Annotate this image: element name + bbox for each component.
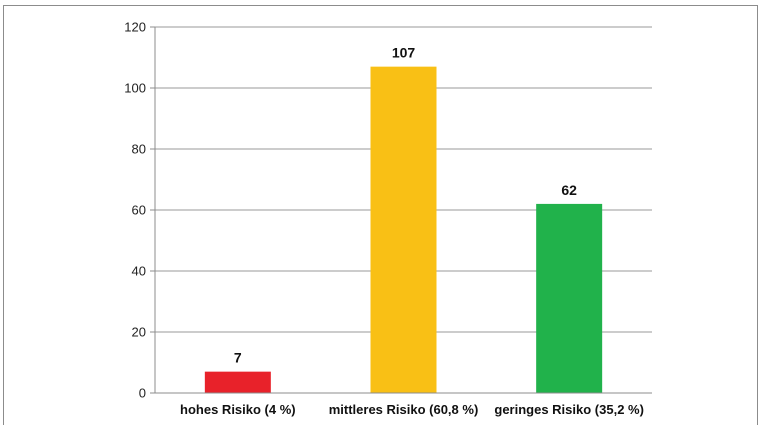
chart-frame bbox=[3, 5, 758, 425]
data-label: 7 bbox=[234, 350, 242, 366]
bar bbox=[536, 203, 603, 393]
y-tick-label: 40 bbox=[132, 264, 146, 279]
category-label: hohes Risiko (4 %) bbox=[180, 402, 296, 417]
data-label: 62 bbox=[561, 182, 577, 198]
bar bbox=[204, 371, 271, 393]
y-tick-label: 0 bbox=[139, 386, 146, 401]
y-tick-label: 20 bbox=[132, 325, 146, 340]
y-tick-label: 80 bbox=[132, 142, 146, 157]
y-tick-label: 60 bbox=[132, 203, 146, 218]
bars bbox=[204, 66, 603, 394]
category-label: geringes Risiko (35,2 %) bbox=[494, 402, 644, 417]
bar bbox=[370, 66, 437, 394]
y-axis-ticks: 0 20 40 60 80 100 120 bbox=[124, 20, 155, 401]
category-labels: hohes Risiko (4 %) mittleres Risiko (60,8… bbox=[180, 402, 644, 417]
category-label: mittleres Risiko (60,8 %) bbox=[329, 402, 479, 417]
data-labels: 7 107 62 bbox=[234, 45, 577, 366]
y-tick-label: 120 bbox=[124, 20, 146, 35]
y-tick-label: 100 bbox=[124, 81, 146, 96]
data-label: 107 bbox=[392, 45, 416, 61]
